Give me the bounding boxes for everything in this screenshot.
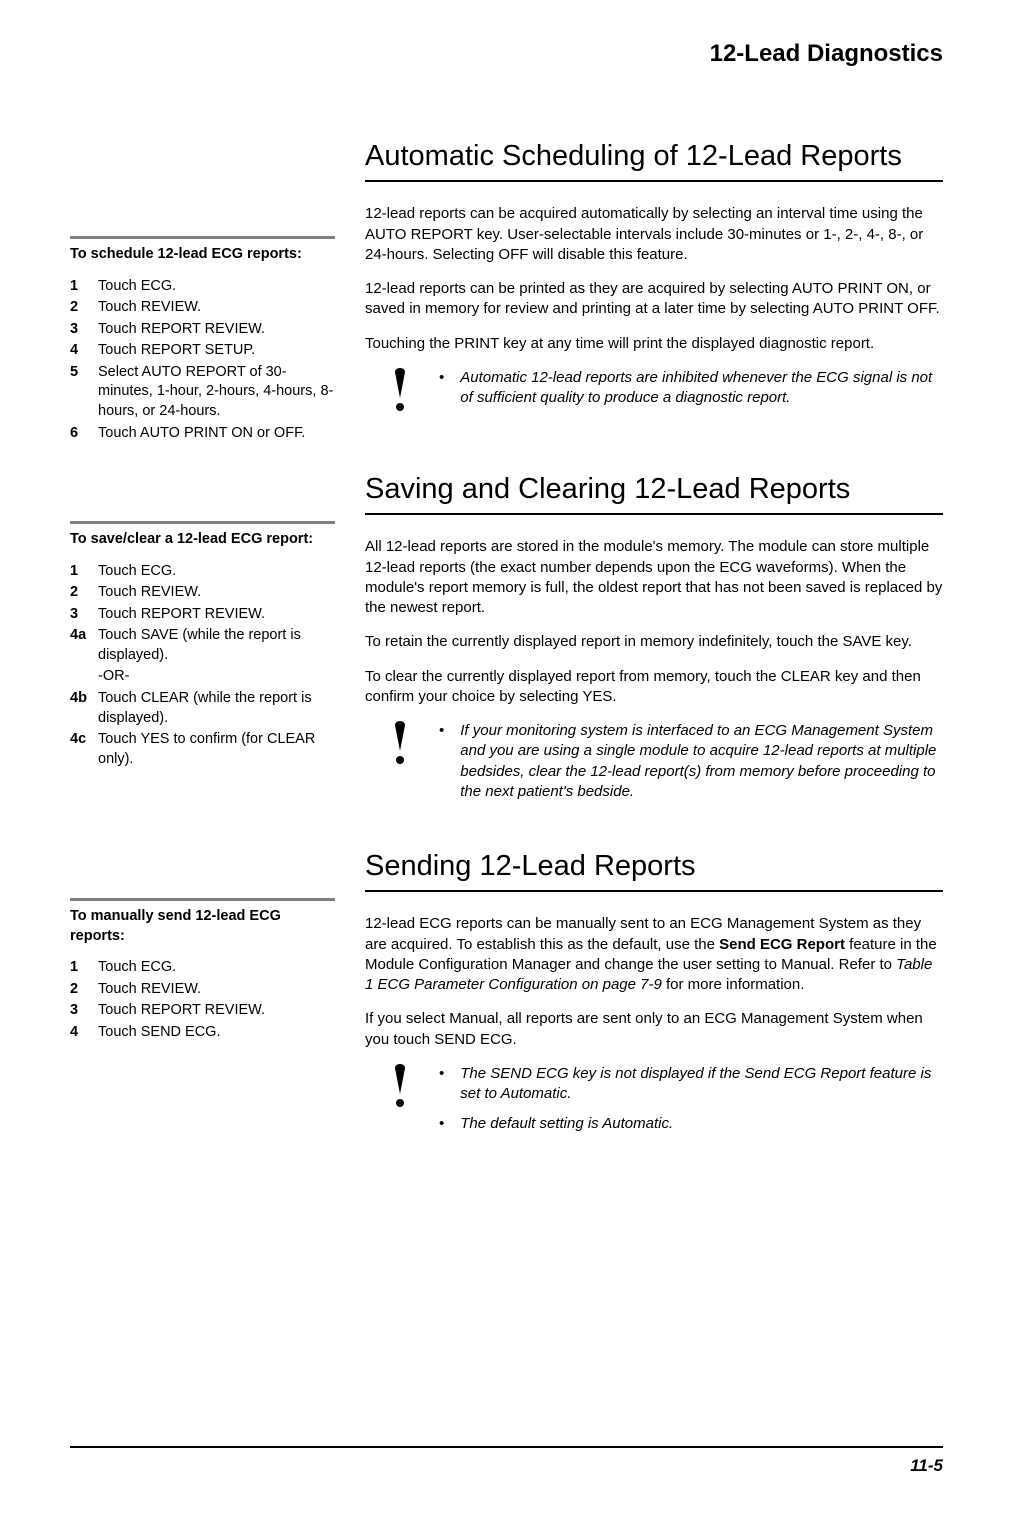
paragraph: To retain the currently displayed report… [365,632,943,652]
list-item: 4bTouch CLEAR (while the report is displ… [70,689,335,728]
page-footer: 11-5 [70,1446,943,1476]
heading-save-clear: Saving and Clearing 12-Lead Reports [365,471,943,515]
note-block: •Automatic 12-lead reports are inhibited… [385,368,943,419]
sidebar-title-schedule: To schedule 12-lead ECG reports: [70,245,335,265]
sidebar-send: To manually send 12-lead ECG reports: 1T… [70,848,335,1044]
section-save-clear: To save/clear a 12-lead ECG report: 1Tou… [70,471,943,836]
main-send: Sending 12-Lead Reports 12-lead ECG repo… [365,848,943,1169]
list-item: 3Touch REPORT REVIEW. [70,605,335,625]
note-text: •If your monitoring system is interfaced… [439,721,943,812]
sidebar-schedule: To schedule 12-lead ECG reports: 1Touch … [70,138,335,445]
exclamation-icon [385,1064,415,1115]
list-item: 1Touch ECG. [70,562,335,582]
note-block: •If your monitoring system is interfaced… [385,721,943,812]
list-item: 4aTouch SAVE (while the report is displa… [70,626,335,665]
sidebar-save-clear: To save/clear a 12-lead ECG report: 1Tou… [70,471,335,771]
sidebar-title-send: To manually send 12-lead ECG reports: [70,907,335,946]
exclamation-icon [385,368,415,419]
paragraph: Touching the PRINT key at any time will … [365,334,943,354]
page-header: 12-Lead Diagnostics [70,40,943,68]
paragraph: All 12-lead reports are stored in the mo… [365,537,943,618]
list-item: 1Touch ECG. [70,277,335,297]
list-item: 4cTouch YES to confirm (for CLEAR only). [70,730,335,769]
exclamation-icon [385,721,415,772]
list-item: 6Touch AUTO PRINT ON or OFF. [70,424,335,444]
heading-auto-schedule: Automatic Scheduling of 12-Lead Reports [365,138,943,182]
paragraph: 12-lead ECG reports can be manually sent… [365,914,943,995]
section-auto-schedule: To schedule 12-lead ECG reports: 1Touch … [70,138,943,445]
main-save-clear: Saving and Clearing 12-Lead Reports All … [365,471,943,836]
schedule-steps: 1Touch ECG. 2Touch REVIEW. 3Touch REPORT… [70,277,335,444]
list-item: 2Touch REVIEW. [70,980,335,1000]
sidebar-title-save-clear: To save/clear a 12-lead ECG report: [70,530,335,550]
paragraph: 12-lead reports can be printed as they a… [365,279,943,320]
note-block: •The SEND ECG key is not displayed if th… [385,1064,943,1145]
section-send: To manually send 12-lead ECG reports: 1T… [70,848,943,1169]
paragraph: 12-lead reports can be acquired automati… [365,204,943,265]
list-item: 1Touch ECG. [70,958,335,978]
save-clear-steps-b: 4bTouch CLEAR (while the report is displ… [70,689,335,769]
list-item: 3Touch REPORT REVIEW. [70,1001,335,1021]
paragraph: If you select Manual, all reports are se… [365,1009,943,1050]
list-item: 4Touch REPORT SETUP. [70,341,335,361]
list-item: 2Touch REVIEW. [70,583,335,603]
list-item: 4Touch SEND ECG. [70,1023,335,1043]
paragraph: To clear the currently displayed report … [365,667,943,708]
send-steps: 1Touch ECG. 2Touch REVIEW. 3Touch REPORT… [70,958,335,1042]
list-item: 3Touch REPORT REVIEW. [70,320,335,340]
main-schedule: Automatic Scheduling of 12-Lead Reports … [365,138,943,443]
list-item: 5Select AUTO REPORT of 30-minutes, 1-hou… [70,363,335,422]
list-item: 2Touch REVIEW. [70,298,335,318]
note-text: •Automatic 12-lead reports are inhibited… [439,368,943,419]
heading-send: Sending 12-Lead Reports [365,848,943,892]
or-separator: -OR- [70,667,335,687]
save-clear-steps: 1Touch ECG. 2Touch REVIEW. 3Touch REPORT… [70,562,335,666]
note-text: •The SEND ECG key is not displayed if th… [439,1064,943,1145]
